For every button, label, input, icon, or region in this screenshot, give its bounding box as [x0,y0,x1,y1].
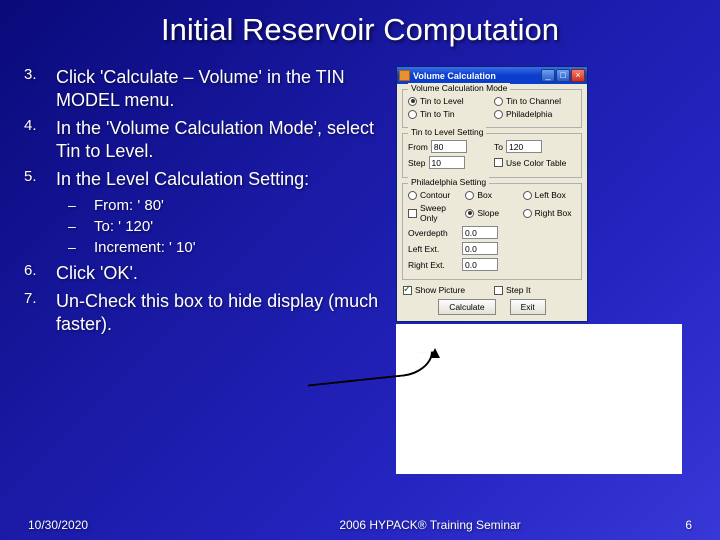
sub-list: –From: ' 80' –To: ' 120' –Increment: ' 1… [24,197,390,256]
item-text: In the 'Volume Calculation Mode', select… [56,117,390,162]
item-number: 4. [24,117,56,162]
from-label: From [408,142,428,152]
dialog-title: Volume Calculation [413,71,541,81]
rightext-label: Right Ext. [408,260,458,270]
radio-tin-to-tin[interactable] [408,110,417,119]
radio-label: Philadelphia [506,109,552,119]
step-field[interactable]: 10 [429,156,465,169]
overdepth-label: Overdepth [408,228,458,238]
list-item: 5.In the Level Calculation Setting: [24,168,390,191]
to-field[interactable]: 120 [506,140,542,153]
show-picture-checkbox[interactable] [403,286,412,295]
radio-box[interactable] [465,191,474,200]
step-label: Step [408,158,426,168]
mode-group: Volume Calculation Mode Tin to Level Tin… [402,89,582,128]
item-text: In the Level Calculation Setting: [56,168,309,191]
list-item: 6.Click 'OK'. [24,262,390,285]
group-title: Philadelphia Setting [408,177,489,187]
list-item: 3.Click 'Calculate – Volume' in the TIN … [24,66,390,111]
sub-item: –Increment: ' 10' [68,239,390,256]
from-field[interactable]: 80 [431,140,467,153]
radio-label: Right Box [535,208,572,218]
volume-calc-dialog: Volume Calculation _ □ × Volume Calculat… [396,66,588,322]
footer-title: 2006 HYPACK® Training Seminar [208,518,652,532]
sub-item: –From: ' 80' [68,197,390,214]
leftext-label: Left Ext. [408,244,458,254]
close-button[interactable]: × [571,69,585,82]
radio-label: Slope [477,208,499,218]
checkbox-label: Show Picture [415,285,465,295]
check-sweep[interactable] [408,209,417,218]
main-list: 3.Click 'Calculate – Volume' in the TIN … [24,66,390,191]
radio-slope[interactable] [465,209,474,218]
app-icon [399,70,410,81]
text-column: 3.Click 'Calculate – Volume' in the TIN … [12,66,396,474]
maximize-button[interactable]: □ [556,69,570,82]
footer-date: 10/30/2020 [28,518,208,532]
item-text: Click 'Calculate – Volume' in the TIN MO… [56,66,390,111]
item-text: Un-Check this box to hide display (much … [56,290,390,335]
dialog-column: Volume Calculation _ □ × Volume Calculat… [396,66,692,474]
checkbox-label: Use Color Table [506,158,566,168]
level-group: Tin to Level Setting From80 To120 Step10… [402,133,582,178]
radio-label: Tin to Level [420,96,464,106]
overdepth-field[interactable]: 0.0 [462,226,498,239]
minimize-button[interactable]: _ [541,69,555,82]
radio-leftbox[interactable] [523,191,532,200]
sub-text: From: ' 80' [94,197,164,214]
sub-text: Increment: ' 10' [94,239,196,256]
item-number: 6. [24,262,56,285]
exit-button[interactable]: Exit [510,299,546,315]
radio-label: Tin to Tin [420,109,455,119]
group-title: Volume Calculation Mode [408,83,510,93]
radio-label: Contour [420,190,450,200]
radio-label: Left Box [535,190,566,200]
preview-panel [396,324,682,474]
dash: – [68,197,94,214]
window-buttons: _ □ × [541,69,585,82]
item-text: Click 'OK'. [56,262,138,285]
calculate-button[interactable]: Calculate [438,299,495,315]
item-number: 5. [24,168,56,191]
philadelphia-group: Philadelphia Setting Contour Box Left Bo… [402,183,582,280]
radio-label: Box [477,190,492,200]
radio-rightbox[interactable] [523,209,532,218]
item-number: 7. [24,290,56,335]
sub-text: To: ' 120' [94,218,153,235]
list-item: 4.In the 'Volume Calculation Mode', sele… [24,117,390,162]
step-it-checkbox[interactable] [494,286,503,295]
checkbox-label: Step It [506,285,531,295]
checkbox-label: Sweep Only [420,203,461,223]
rightext-field[interactable]: 0.0 [462,258,498,271]
to-label: To [494,142,503,152]
radio-tin-to-level[interactable] [408,97,417,106]
radio-philadelphia[interactable] [494,110,503,119]
slide-title: Initial Reservoir Computation [0,0,720,48]
leftext-field[interactable]: 0.0 [462,242,498,255]
group-title: Tin to Level Setting [408,127,486,137]
footer-page: 6 [652,518,692,532]
footer: 10/30/2020 2006 HYPACK® Training Seminar… [0,518,720,532]
radio-label: Tin to Channel [506,96,561,106]
main-list-2: 6.Click 'OK'. 7.Un-Check this box to hid… [24,262,390,336]
sub-item: –To: ' 120' [68,218,390,235]
content-area: 3.Click 'Calculate – Volume' in the TIN … [0,48,720,474]
item-number: 3. [24,66,56,111]
radio-tin-to-channel[interactable] [494,97,503,106]
list-item: 7.Un-Check this box to hide display (muc… [24,290,390,335]
use-color-checkbox[interactable] [494,158,503,167]
radio-contour[interactable] [408,191,417,200]
dash: – [68,218,94,235]
dash: – [68,239,94,256]
dialog-titlebar[interactable]: Volume Calculation _ □ × [397,67,587,84]
